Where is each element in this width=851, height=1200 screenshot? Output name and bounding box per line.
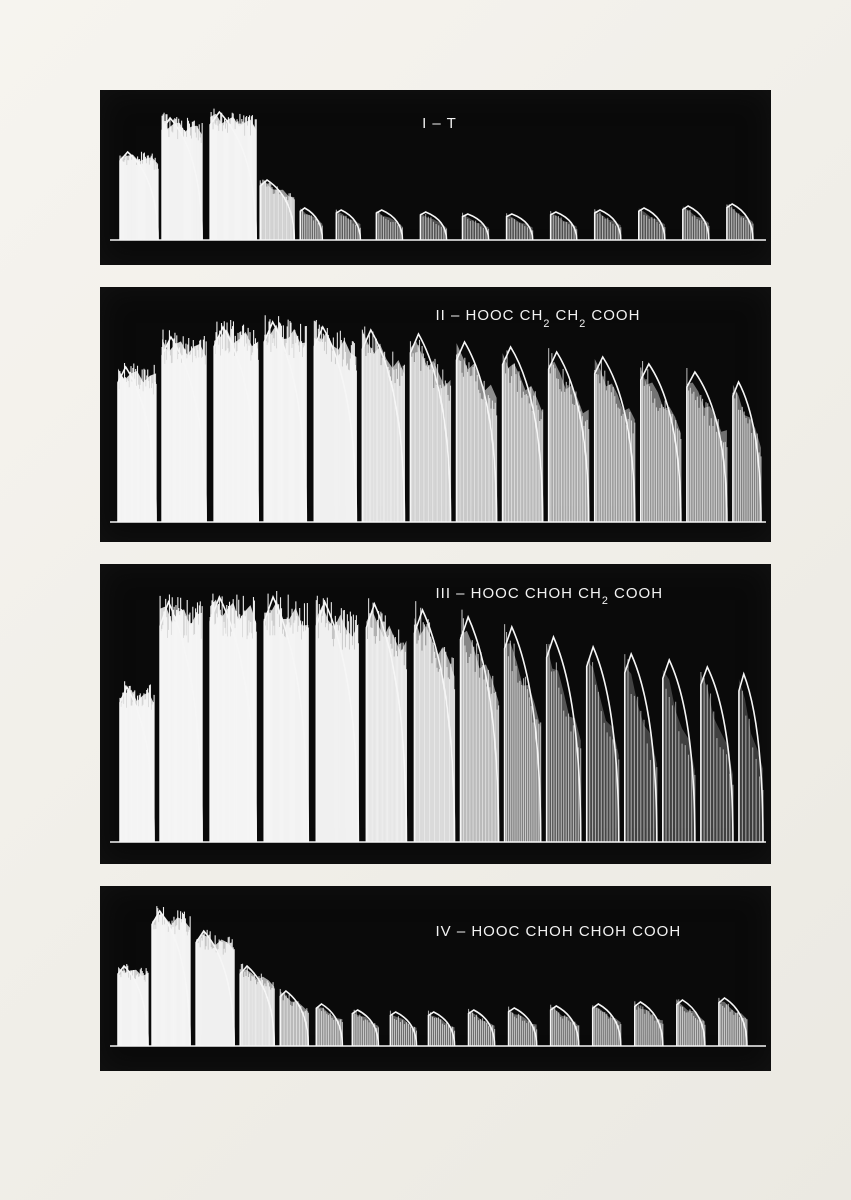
- panel-2-label: II – HOOC CH2 CH2 COOH: [436, 307, 641, 327]
- panel-3: III – HOOC CHOH CH2 COOH: [100, 564, 771, 864]
- panel-4: IV – HOOC CHOH CHOH COOH: [100, 886, 771, 1071]
- panel-1-label: I – T: [422, 115, 457, 132]
- panel-3-label: III – HOOC CHOH CH2 COOH: [436, 585, 664, 605]
- panel-2: II – HOOC CH2 CH2 COOH: [100, 287, 771, 542]
- panel-4-label: IV – HOOC CHOH CHOH COOH: [436, 923, 682, 940]
- panel-4-trace: [100, 886, 771, 1071]
- panel-3-trace: [100, 564, 771, 864]
- figure-page: I – T II – HOOC CH2 CH2 COOH III – HOOC CH…: [0, 0, 851, 1200]
- panel-1: I – T: [100, 90, 771, 265]
